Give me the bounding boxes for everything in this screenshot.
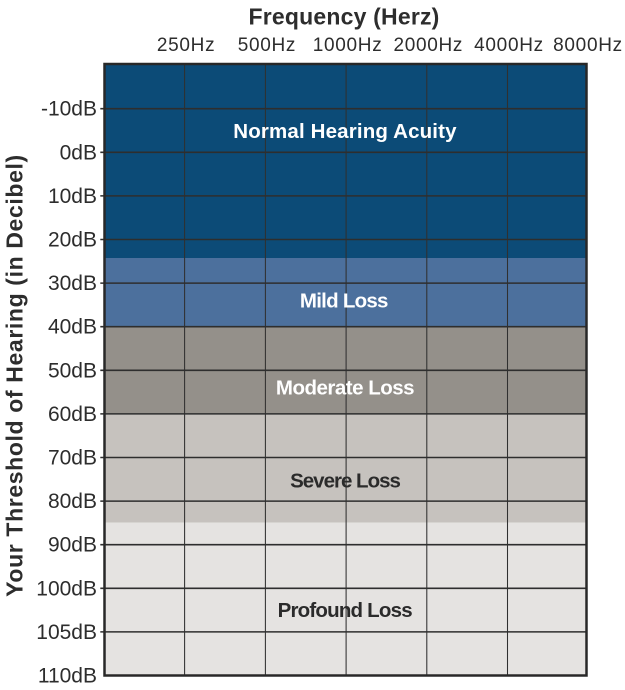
svg-text:8000Hz: 8000Hz (553, 35, 623, 56)
svg-text:Profound Loss: Profound Loss (278, 599, 413, 622)
svg-text:70dB: 70dB (48, 447, 97, 470)
svg-text:10dB: 10dB (48, 185, 97, 208)
svg-text:2000Hz: 2000Hz (393, 35, 463, 56)
svg-text:Severe Loss: Severe Loss (290, 470, 400, 493)
svg-text:50dB: 50dB (48, 359, 97, 382)
svg-text:0dB: 0dB (60, 141, 97, 164)
svg-text:500Hz: 500Hz (238, 35, 296, 56)
svg-text:110dB: 110dB (38, 665, 97, 688)
svg-text:250Hz: 250Hz (157, 35, 215, 56)
svg-text:Normal Hearing Acuity: Normal Hearing Acuity (233, 120, 457, 143)
svg-text:1000Hz: 1000Hz (313, 35, 383, 56)
svg-text:-10dB: -10dB (41, 98, 97, 121)
svg-text:20dB: 20dB (48, 229, 97, 252)
svg-text:Moderate Loss: Moderate Loss (276, 377, 414, 400)
svg-text:Frequency (Herz): Frequency (Herz) (248, 4, 439, 30)
svg-text:60dB: 60dB (48, 403, 97, 426)
svg-text:Mild Loss: Mild Loss (300, 289, 388, 312)
svg-text:Your Threshold of Hearing (in: Your Threshold of Hearing (in Decibel) (2, 154, 28, 597)
svg-text:40dB: 40dB (48, 316, 97, 339)
svg-text:80dB: 80dB (48, 490, 97, 513)
svg-text:4000Hz: 4000Hz (474, 35, 544, 56)
svg-text:100dB: 100dB (36, 577, 97, 600)
svg-text:90dB: 90dB (48, 534, 97, 557)
svg-text:105dB: 105dB (36, 621, 97, 644)
svg-text:30dB: 30dB (48, 272, 97, 295)
